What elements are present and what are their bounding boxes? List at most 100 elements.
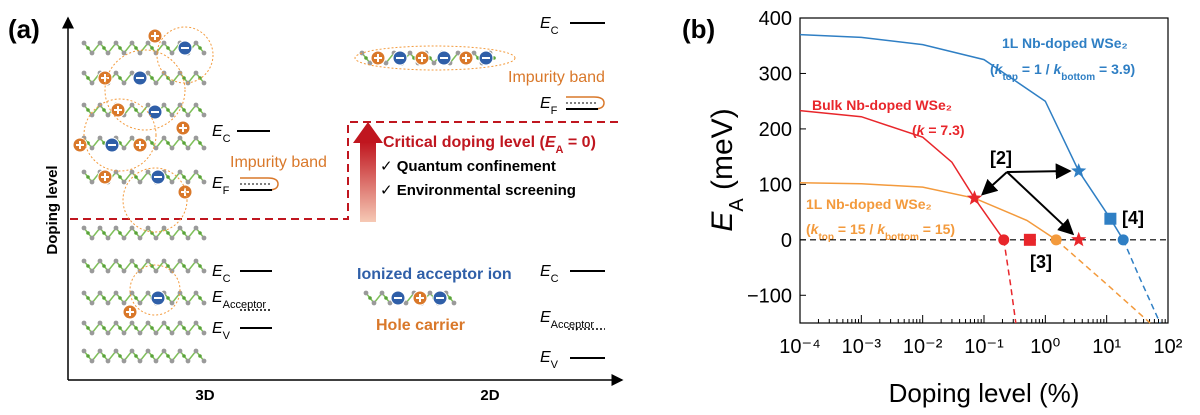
atom [185, 268, 191, 274]
atom [177, 258, 183, 264]
atom [169, 179, 175, 185]
t: = 1 / [1018, 61, 1053, 77]
atom [169, 235, 175, 241]
atom [145, 169, 151, 175]
atom [86, 231, 90, 235]
atom [185, 179, 191, 185]
level-label: EAcceptor [212, 289, 266, 311]
ion-label: Ionized acceptor ion [357, 266, 512, 283]
atom [129, 320, 135, 326]
check-item: ✓ Quantum confinement [380, 158, 556, 175]
atom [105, 358, 111, 364]
e: E [212, 123, 223, 140]
atom [118, 296, 122, 300]
t: bottom [1061, 72, 1095, 83]
circle-marker [1117, 234, 1129, 246]
atom [169, 330, 175, 336]
atom [81, 320, 87, 326]
t: = 0) [563, 134, 595, 151]
panel-a: (a) Doping level 3D 2D EC Impurity band … [8, 14, 624, 404]
atom [81, 348, 87, 354]
circle-marker [998, 234, 1010, 246]
atom [89, 145, 95, 151]
atom [145, 258, 151, 264]
atom [201, 145, 207, 151]
x-tick-label: 10⁻¹ [964, 336, 1004, 358]
atom [102, 354, 106, 358]
atom [384, 296, 388, 300]
x-tick-label: 10² [1154, 336, 1183, 358]
atom [153, 235, 159, 241]
extrapolated-curve [1122, 239, 1161, 324]
atom [407, 50, 413, 56]
atom [201, 179, 207, 185]
curve [799, 181, 1057, 241]
curve-note: (ktop = 15 / kbottom = 15) [806, 221, 955, 243]
impurity-label: Impurity band [508, 69, 605, 86]
lattice-bond [83, 259, 205, 273]
atom [201, 235, 207, 241]
atom [193, 40, 199, 46]
atom [161, 135, 167, 141]
atom [166, 354, 170, 358]
atom [387, 300, 393, 306]
lattice-bond [83, 321, 205, 335]
atom [145, 225, 151, 231]
atom [113, 290, 119, 296]
atom [177, 169, 183, 175]
atom [102, 296, 106, 300]
atom [145, 348, 151, 354]
atom [81, 225, 87, 231]
e: E [540, 95, 551, 112]
square-marker [1104, 212, 1117, 225]
atom [89, 80, 95, 86]
t: = 15 / [834, 221, 877, 237]
atom [129, 348, 135, 354]
atom [201, 300, 207, 306]
atom [193, 320, 199, 326]
t: = 7.3) [924, 122, 964, 138]
axis-label: Doping level [44, 165, 61, 254]
atom [121, 300, 127, 306]
t: ( [806, 221, 811, 237]
atom [198, 231, 202, 235]
sub: V [551, 359, 559, 371]
atom [153, 268, 159, 274]
x-tick-label: 10¹ [1092, 336, 1121, 358]
e: E [540, 309, 551, 326]
atom [129, 169, 135, 175]
level-label: EC [212, 123, 231, 145]
critical-line [70, 121, 622, 220]
e: E [540, 349, 551, 366]
atom [137, 268, 143, 274]
atom [134, 354, 138, 358]
level-label: EC [540, 15, 559, 37]
sub: Acceptor [551, 319, 595, 331]
atom [118, 264, 122, 268]
atom [134, 175, 138, 179]
atom [364, 56, 368, 60]
atom [177, 348, 183, 354]
atom [153, 80, 159, 86]
atom [471, 50, 477, 56]
lattice-bond [83, 291, 205, 305]
atom [134, 108, 138, 112]
sub: F [551, 105, 558, 117]
atom [129, 258, 135, 264]
atom [150, 46, 154, 50]
atom [166, 326, 170, 330]
e: E [212, 175, 223, 192]
atom [185, 358, 191, 364]
panel-label: (a) [8, 14, 40, 44]
lattice-bond [83, 226, 205, 240]
atom [121, 179, 127, 185]
atom [113, 70, 119, 76]
t: k [877, 221, 886, 237]
atom [193, 348, 199, 354]
curve-note: (k = 7.3) [912, 122, 965, 138]
y-tick-label: 300 [759, 63, 792, 85]
e: E [212, 320, 223, 337]
atom [150, 76, 154, 80]
sub: A [726, 198, 748, 212]
atom [371, 300, 377, 306]
